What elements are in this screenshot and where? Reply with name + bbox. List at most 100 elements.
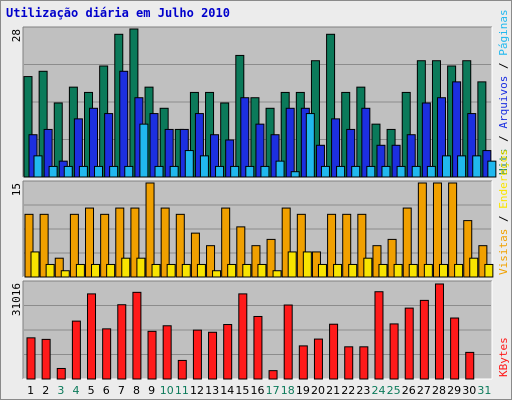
- bar-kbytes-14: [223, 324, 233, 380]
- bar-pages-16: [260, 165, 270, 178]
- bar-visits-10: [160, 207, 170, 278]
- bar-sites-17: [272, 270, 282, 278]
- bar-kbytes-1: [26, 337, 36, 380]
- y-max-label-2: 15: [10, 183, 23, 196]
- x-tick-label-24: 24: [372, 384, 386, 397]
- bar-visits-9: [145, 182, 155, 278]
- bar-files-20: [315, 144, 325, 178]
- bar-visits-26: [402, 207, 412, 278]
- bar-visits-15: [236, 226, 246, 278]
- bar-pages-31: [487, 160, 497, 178]
- bar-files-5: [89, 107, 99, 178]
- bar-files-27: [421, 102, 431, 178]
- bar-pages-30: [472, 155, 482, 178]
- bar-pages-26: [411, 165, 421, 178]
- x-tick-label-1: 1: [27, 384, 34, 397]
- x-tick-label-29: 29: [447, 384, 461, 397]
- bar-sites-26: [408, 263, 418, 278]
- bar-sites-13: [212, 270, 222, 278]
- bar-pages-18: [290, 171, 300, 178]
- bar-pages-5: [94, 165, 104, 178]
- bar-files-16: [255, 123, 265, 178]
- bar-sites-14: [227, 263, 237, 278]
- x-tick-label-28: 28: [432, 384, 446, 397]
- bar-kbytes-19: [298, 345, 308, 380]
- legend-item-kbytes: KBytes: [497, 337, 510, 377]
- x-tick-label-27: 27: [417, 384, 431, 397]
- bar-kbytes-15: [238, 293, 248, 380]
- bar-files-7: [119, 70, 129, 178]
- bar-visits-25: [387, 238, 397, 278]
- bar-sites-4: [75, 263, 85, 278]
- legend-1: Hits / Arquivos / Páginas: [497, 9, 510, 175]
- bar-visits-29: [448, 182, 458, 278]
- x-tick-label-7: 7: [118, 384, 125, 397]
- x-tick-label-2: 2: [42, 384, 49, 397]
- bar-visits-7: [115, 207, 125, 278]
- bar-hits-31: [477, 81, 487, 178]
- y-max-label-3: 31016: [10, 283, 23, 316]
- bar-pages-3: [63, 165, 73, 178]
- bar-files-30: [467, 113, 477, 178]
- bar-files-21: [331, 118, 341, 178]
- bar-pages-19: [305, 113, 315, 178]
- bar-kbytes-23: [359, 346, 369, 380]
- bar-pages-22: [351, 165, 361, 178]
- bar-kbytes-22: [344, 346, 354, 380]
- bar-visits-22: [342, 213, 352, 278]
- bar-files-9: [149, 113, 159, 178]
- bar-kbytes-30: [465, 351, 475, 380]
- x-tick-label-5: 5: [88, 384, 95, 397]
- bar-sites-3: [60, 270, 70, 278]
- x-tick-label-11: 11: [175, 384, 189, 397]
- chart-title: Utilização diária em Julho 2010: [6, 6, 230, 20]
- bar-pages-8: [139, 123, 149, 178]
- bar-pages-24: [381, 165, 391, 178]
- bar-pages-7: [124, 165, 134, 178]
- bar-files-22: [346, 128, 356, 178]
- bar-visits-4: [69, 213, 79, 278]
- bar-sites-12: [196, 263, 206, 278]
- bar-visits-1: [24, 213, 34, 278]
- bar-kbytes-4: [71, 320, 81, 380]
- bar-files-17: [270, 134, 280, 178]
- bar-kbytes-12: [192, 329, 202, 380]
- x-tick-label-23: 23: [356, 384, 370, 397]
- bar-pages-14: [230, 165, 240, 178]
- bar-visits-14: [221, 207, 231, 278]
- bar-kbytes-7: [117, 304, 127, 380]
- bar-visits-16: [251, 245, 261, 278]
- x-tick-label-25: 25: [387, 384, 401, 397]
- bar-kbytes-5: [87, 293, 97, 380]
- bar-kbytes-25: [389, 323, 399, 380]
- x-tick-label-3: 3: [57, 384, 64, 397]
- bar-kbytes-2: [41, 338, 51, 380]
- bar-hits-2: [38, 70, 48, 178]
- legend-2: Visitas / Endereços: [497, 149, 510, 275]
- bar-sites-5: [91, 263, 101, 278]
- bar-kbytes-20: [313, 338, 323, 380]
- bar-kbytes-11: [177, 359, 187, 380]
- x-tick-label-20: 20: [311, 384, 325, 397]
- bar-sites-16: [257, 263, 267, 278]
- bar-visits-21: [327, 213, 337, 278]
- x-tick-label-21: 21: [326, 384, 340, 397]
- bar-kbytes-10: [162, 325, 172, 380]
- bar-kbytes-28: [434, 283, 444, 380]
- bar-sites-6: [106, 263, 116, 278]
- bar-pages-17: [275, 160, 285, 178]
- bar-sites-19: [302, 251, 312, 278]
- bar-sites-31: [484, 263, 494, 278]
- bar-visits-12: [190, 232, 200, 278]
- bar-visits-31: [478, 245, 488, 278]
- bar-files-28: [436, 97, 446, 178]
- x-tick-label-31: 31: [477, 384, 491, 397]
- bar-kbytes-29: [450, 317, 460, 380]
- y-max-label-1: 28: [10, 29, 23, 42]
- bar-pages-15: [245, 165, 255, 178]
- legend-3: KBytes: [497, 337, 510, 377]
- bar-kbytes-18: [283, 304, 293, 380]
- bar-kbytes-16: [253, 315, 263, 380]
- bar-kbytes-21: [329, 323, 339, 380]
